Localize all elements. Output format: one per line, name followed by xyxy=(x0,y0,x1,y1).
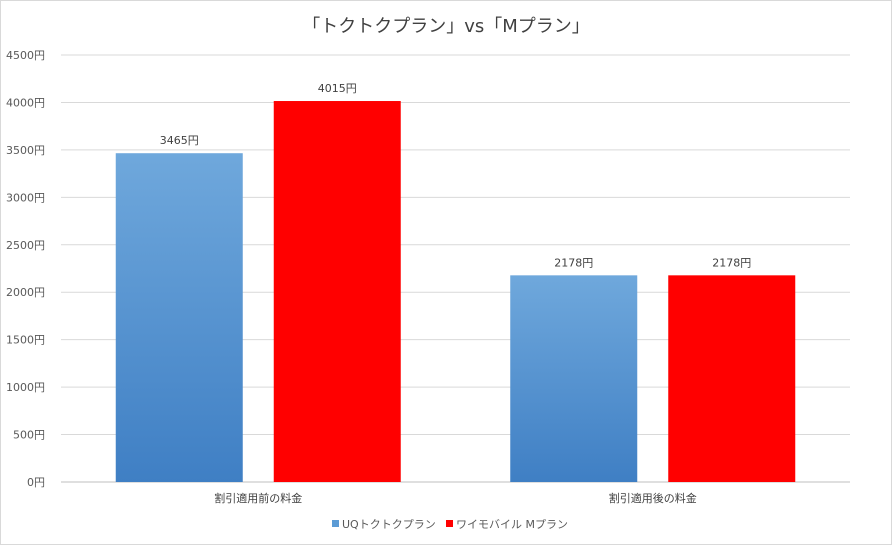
data-labels: 3465円 4015円 2178円 2178円 xyxy=(160,82,752,269)
y-axis-ticks: 0円 500円 1000円 1500円 2000円 2500円 3000円 3500円 4000… xyxy=(6,49,45,489)
y-tick-label: 500円 xyxy=(13,429,45,442)
legend: UQトクトクプラン ワイモバイル Mプラン xyxy=(332,518,568,531)
y-tick-label: 4500円 xyxy=(6,49,45,62)
x-axis-categories: 割引適用前の料金 割引適用後の料金 xyxy=(214,491,697,505)
legend-label: ワイモバイル Mプラン xyxy=(456,518,568,531)
data-label: 3465円 xyxy=(160,134,199,147)
bar-ymobile-1 xyxy=(668,275,796,482)
y-tick-label: 2000円 xyxy=(6,286,45,299)
y-tick-label: 0円 xyxy=(27,476,45,489)
y-tick-label: 4000円 xyxy=(6,96,45,109)
y-tick-label: 2500円 xyxy=(6,239,45,252)
x-category-label: 割引適用前の料金 xyxy=(214,491,302,505)
y-tick-label: 3000円 xyxy=(6,191,45,204)
y-tick-label: 3500円 xyxy=(6,144,45,157)
legend-swatch xyxy=(332,520,339,527)
y-tick-label: 1500円 xyxy=(6,334,45,347)
bar-ymobile-0 xyxy=(273,101,401,482)
legend-label: UQトクトクプラン xyxy=(342,518,436,531)
data-label: 2178円 xyxy=(712,256,751,269)
bars xyxy=(115,101,796,482)
data-label: 2178円 xyxy=(554,256,593,269)
y-tick-label: 1000円 xyxy=(6,381,45,394)
chart-title: 「トクトクプラン」vs「Mプラン」 xyxy=(302,16,590,37)
bar-uq-1 xyxy=(510,275,638,482)
legend-swatch xyxy=(446,520,453,527)
data-label: 4015円 xyxy=(318,82,357,95)
x-category-label: 割引適用後の料金 xyxy=(609,491,697,505)
bar-uq-0 xyxy=(115,153,243,482)
